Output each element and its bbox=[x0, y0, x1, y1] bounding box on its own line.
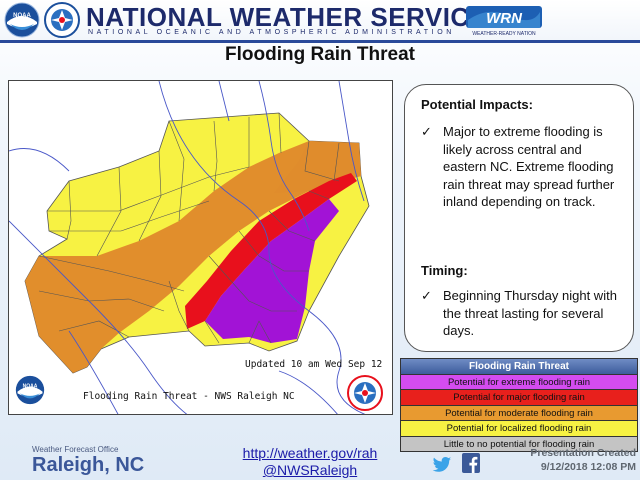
facebook-icon[interactable] bbox=[462, 453, 480, 473]
legend-row-extreme: Potential for extreme flooding rain bbox=[401, 374, 637, 390]
nws-logo bbox=[44, 2, 80, 38]
twitter-icon[interactable] bbox=[432, 456, 452, 474]
legend-row-moderate: Potential for moderate flooding rain bbox=[401, 404, 637, 421]
zone-extreme bbox=[205, 199, 339, 343]
impacts-heading: Potential Impacts: bbox=[421, 97, 533, 112]
svg-text:WRN: WRN bbox=[486, 10, 523, 27]
impacts-item: ✓ Major to extreme flooding is likely ac… bbox=[421, 123, 627, 211]
legend-row-major: Potential for major flooding rain bbox=[401, 389, 637, 405]
noaa-logo: NOAA bbox=[4, 2, 40, 38]
wfo-label: Weather Forecast Office bbox=[32, 445, 119, 454]
noaa-logo: NOAA bbox=[15, 375, 45, 405]
threat-map-graphic bbox=[9, 81, 392, 414]
twitter-handle-link[interactable]: @NWSRaleigh bbox=[262, 462, 358, 478]
presentation-date: 9/12/2018 12:08 PM bbox=[540, 461, 636, 473]
timing-heading: Timing: bbox=[421, 263, 468, 278]
county-lines bbox=[38, 112, 340, 344]
legend-title: Flooding Rain Threat bbox=[401, 359, 637, 374]
legend-row-localized: Potential for localized flooding rain bbox=[401, 420, 637, 436]
presentation-label: Presentation Created bbox=[530, 447, 636, 459]
header-bar: NOAA NATIONAL WEATHER SERVICE NATIONAL O… bbox=[0, 0, 640, 40]
zone-moderate bbox=[25, 141, 361, 373]
timing-item: ✓ Beginning Thursday night with the thre… bbox=[421, 287, 627, 340]
svg-text:NOAA: NOAA bbox=[23, 384, 38, 390]
svg-text:NOAA: NOAA bbox=[13, 13, 31, 19]
page-title: Flooding Rain Threat bbox=[225, 44, 415, 65]
legend-row-none: Little to no potential for flooding rain bbox=[401, 435, 637, 451]
rivers bbox=[9, 81, 366, 414]
weather-ready-nation-logo: WRN WEATHER-READY NATION bbox=[466, 6, 542, 37]
timing-text: Beginning Thursday night with the threat… bbox=[443, 288, 617, 338]
nws-logo bbox=[347, 375, 383, 411]
map-caption: Flooding Rain Threat - NWS Raleigh NC bbox=[83, 391, 295, 402]
check-icon: ✓ bbox=[421, 288, 432, 303]
wfo-name: Raleigh, NC bbox=[32, 454, 145, 476]
presentation-created: Presentation Created 9/12/2018 12:08 PM bbox=[506, 446, 636, 474]
agency-subtitle: NATIONAL OCEANIC AND ATMOSPHERIC ADMINIS… bbox=[88, 29, 455, 36]
svg-text:WEATHER-READY NATION: WEATHER-READY NATION bbox=[472, 31, 536, 37]
threat-legend: Flooding Rain Threat Potential for extre… bbox=[400, 358, 638, 452]
zone-major bbox=[185, 173, 357, 329]
website-link[interactable]: http://weather.gov/rah bbox=[242, 445, 378, 461]
header-stripe bbox=[0, 40, 640, 43]
check-icon: ✓ bbox=[421, 124, 432, 139]
map-updated-time: Updated 10 am Wed Sep 12 bbox=[245, 359, 383, 370]
impacts-text: Major to extreme flooding is likely acro… bbox=[443, 124, 615, 209]
agency-name: NATIONAL WEATHER SERVICE bbox=[86, 2, 488, 32]
impacts-box: Potential Impacts: ✓ Major to extreme fl… bbox=[404, 84, 634, 352]
threat-map: Updated 10 am Wed Sep 12 Flooding Rain T… bbox=[8, 80, 393, 415]
